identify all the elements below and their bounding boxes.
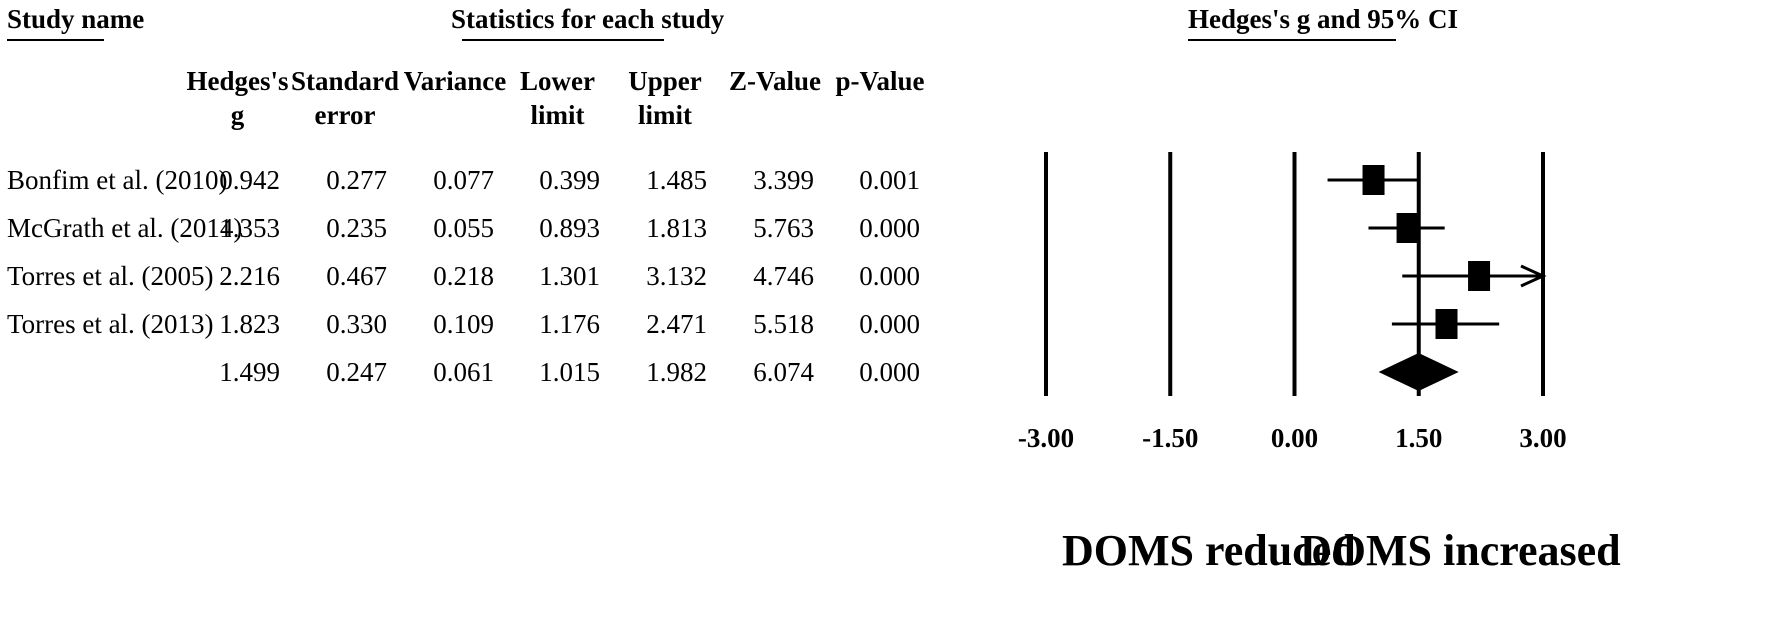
variance-cell: 0.055	[433, 213, 494, 243]
z-value-cell: 3.399	[753, 165, 814, 195]
statistics-header: Statistics for each study	[451, 4, 725, 34]
statistics-underline	[462, 39, 664, 41]
variance-cell: 0.109	[433, 309, 494, 339]
direction-label-right: DOMS increased	[1300, 526, 1621, 575]
lower-limit-cell: 1.176	[539, 309, 600, 339]
p-value-cell: 0.000	[859, 213, 920, 243]
effect-box	[1468, 261, 1491, 291]
col-header-z-value: Z-Value	[728, 66, 822, 96]
z-value-cell: 6.074	[753, 357, 814, 387]
standard-error-cell: 0.235	[326, 213, 387, 243]
tick-label: -1.50	[1142, 423, 1198, 453]
study-name-cell: Bonfim et al. (2010)	[7, 165, 228, 195]
p-value-cell: 0.001	[859, 165, 920, 195]
variance-cell: 0.077	[433, 165, 494, 195]
upper-limit-cell: 1.813	[646, 213, 707, 243]
hedges-g-cell: 2.216	[219, 261, 280, 291]
z-value-cell: 5.763	[753, 213, 814, 243]
effect-box	[1435, 309, 1458, 339]
lower-limit-cell: 1.015	[539, 357, 600, 387]
summary-diamond	[1378, 353, 1459, 391]
lower-limit-cell: 0.399	[539, 165, 600, 195]
study-name-header: Study name	[7, 4, 145, 34]
study-name-underline	[7, 39, 104, 41]
ci-arrow	[1520, 264, 1547, 288]
col-header-standard-error: Standard error	[290, 66, 400, 130]
col-header-variance: Variance	[403, 66, 507, 96]
col-header-upper-limit: Upper limit	[628, 66, 702, 130]
hedges-g-cell: 1.823	[219, 309, 280, 339]
tick-label: 3.00	[1519, 423, 1566, 453]
standard-error-cell: 0.277	[326, 165, 387, 195]
p-value-cell: 0.000	[859, 309, 920, 339]
col-header-p-value: p-Value	[835, 66, 925, 96]
hedges-g-cell: 1.499	[219, 357, 280, 387]
upper-limit-cell: 3.132	[646, 261, 707, 291]
upper-limit-cell: 2.471	[646, 309, 707, 339]
study-name-cell: McGrath et al. (2014)	[7, 213, 243, 243]
tick-label: 0.00	[1271, 423, 1318, 453]
upper-limit-cell: 1.485	[646, 165, 707, 195]
lower-limit-cell: 0.893	[539, 213, 600, 243]
col-header-lower-limit: Lower limit	[520, 66, 595, 130]
col-header-hedges-g: Hedges's g	[186, 66, 289, 130]
lower-limit-cell: 1.301	[539, 261, 600, 291]
plot-header: Hedges's g and 95% CI	[1188, 4, 1459, 34]
standard-error-cell: 0.247	[326, 357, 387, 387]
p-value-cell: 0.000	[859, 357, 920, 387]
tick-label: 1.50	[1395, 423, 1442, 453]
hedges-g-cell: 0.942	[219, 165, 280, 195]
study-name-cell: Torres et al. (2013)	[7, 309, 214, 339]
variance-cell: 0.061	[433, 357, 494, 387]
direction-label-left: DOMS reduced	[1062, 526, 1356, 575]
hedges-g-cell: 1.353	[219, 213, 280, 243]
standard-error-cell: 0.330	[326, 309, 387, 339]
variance-cell: 0.218	[433, 261, 494, 291]
p-value-cell: 0.000	[859, 261, 920, 291]
z-value-cell: 4.746	[753, 261, 814, 291]
tick-label: -3.00	[1018, 423, 1074, 453]
study-name-cell: Torres et al. (2005)	[7, 261, 214, 291]
upper-limit-cell: 1.982	[646, 357, 707, 387]
effect-box	[1362, 165, 1385, 195]
z-value-cell: 5.518	[753, 309, 814, 339]
effect-box	[1396, 213, 1419, 243]
standard-error-cell: 0.467	[326, 261, 387, 291]
plot-header-underline	[1188, 39, 1396, 41]
